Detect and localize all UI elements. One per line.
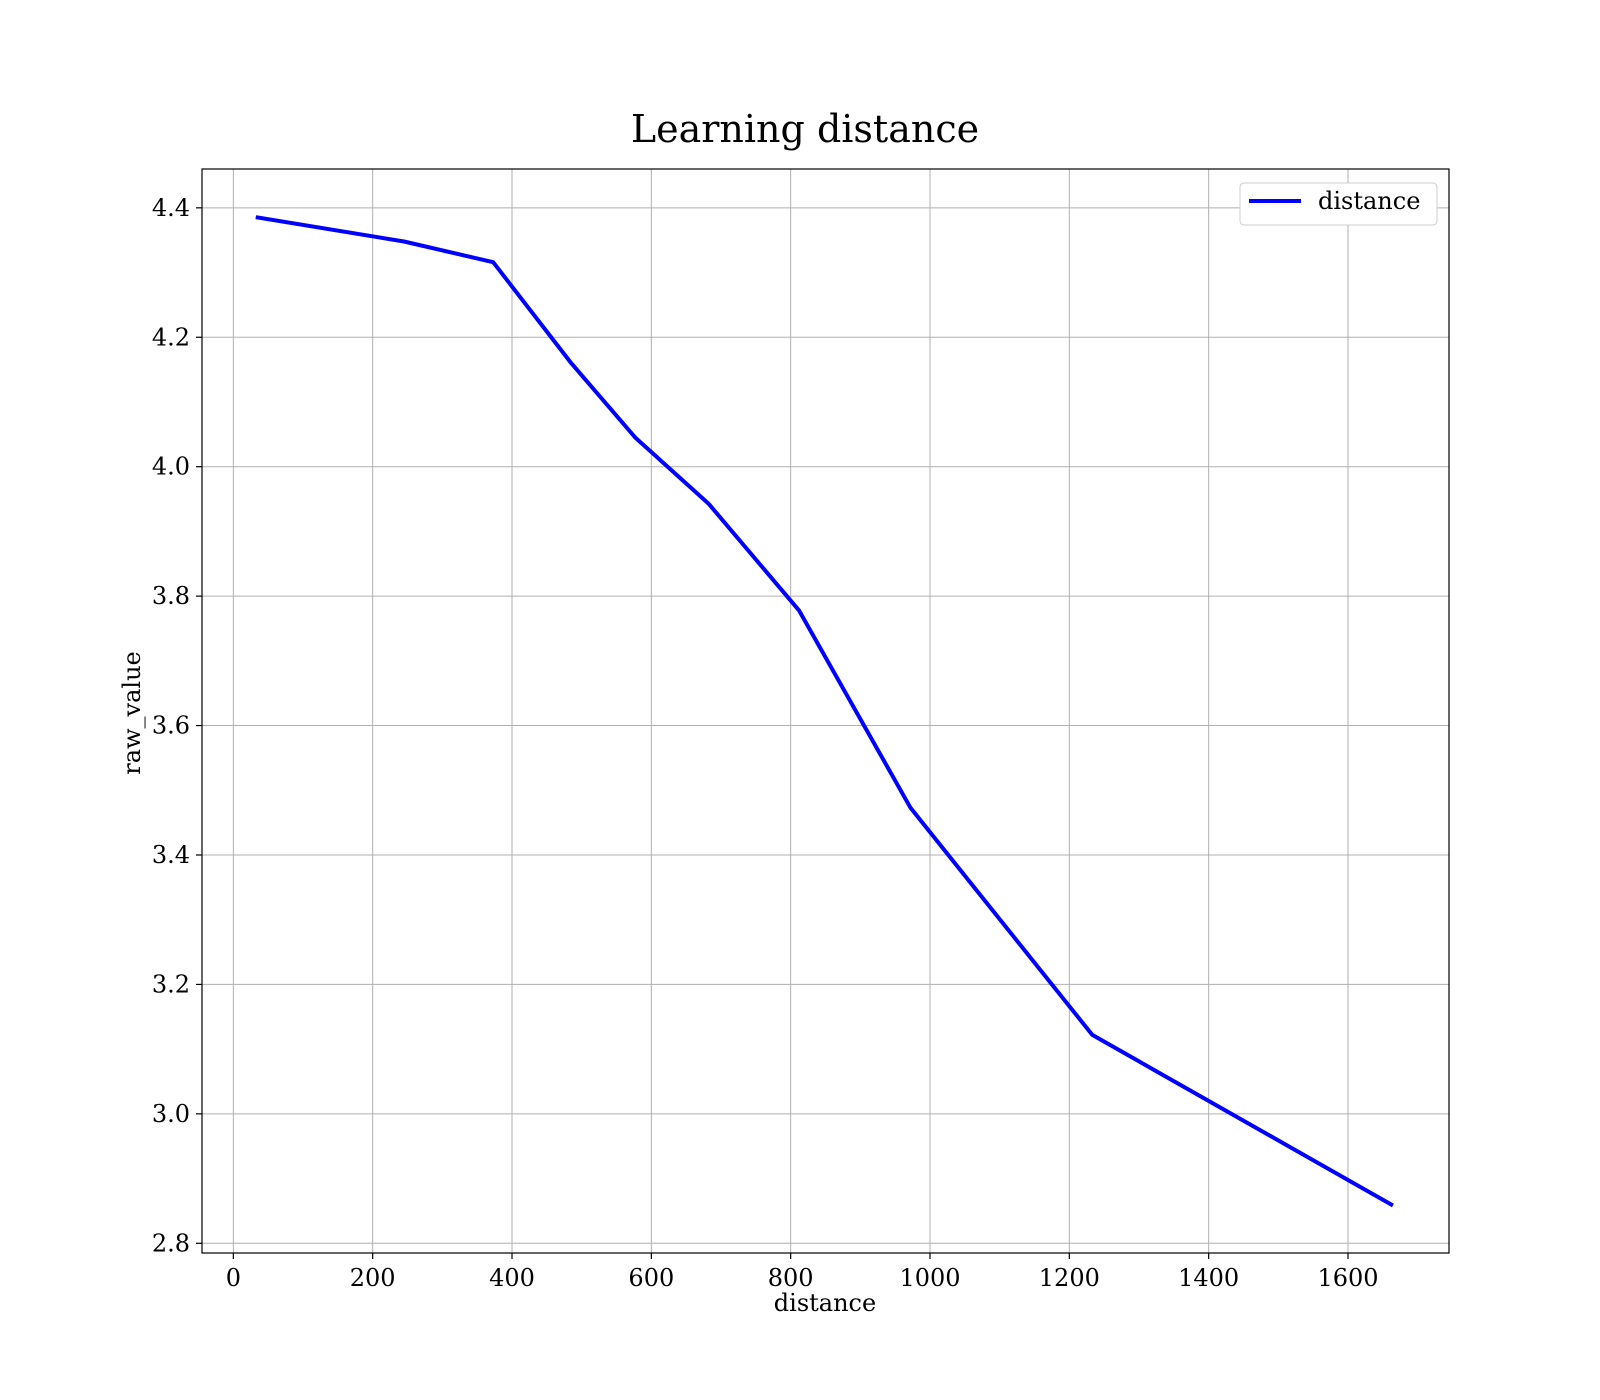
series-line-distance	[255, 215, 1394, 1208]
y-tick-label: 3.0	[152, 1100, 190, 1128]
grid	[202, 169, 1449, 1253]
y-axis-label: raw_value	[118, 651, 146, 775]
legend-box	[1239, 182, 1438, 226]
y-tick-label: 2.8	[152, 1229, 190, 1257]
y-tick-label: 3.6	[152, 712, 190, 740]
chart-title: Learning distance	[631, 107, 979, 151]
y-tick-label: 3.2	[152, 970, 190, 998]
x-axis-label: distance	[774, 1289, 876, 1317]
y-tick-label: 4.0	[152, 453, 190, 481]
y-tick-label: 4.2	[152, 323, 190, 351]
legend: distance	[1239, 182, 1438, 226]
x-tick-label: 1000	[899, 1264, 960, 1292]
x-tick-label: 600	[628, 1264, 674, 1292]
x-tick-label: 200	[350, 1264, 396, 1292]
y-tick-label: 4.4	[152, 194, 190, 222]
x-tick-label: 1400	[1178, 1264, 1239, 1292]
y-tick-label: 3.4	[152, 841, 190, 869]
x-axis-ticks: 0 200 400 600 800 1000 1200 1400 1600	[226, 1253, 1379, 1292]
x-tick-label: 800	[768, 1264, 814, 1292]
x-tick-label: 1200	[1039, 1264, 1100, 1292]
x-tick-label: 0	[226, 1264, 241, 1292]
x-tick-label: 1600	[1317, 1264, 1378, 1292]
plot-area-frame	[201, 168, 1450, 1254]
y-axis-ticks: 2.8 3.0 3.2 3.4 3.6 3.8 4.0 4.2 4.4	[152, 194, 202, 1257]
x-tick-label: 400	[489, 1264, 535, 1292]
series-layer	[255, 215, 1394, 1208]
y-tick-label: 3.8	[152, 582, 190, 610]
legend-label-distance: distance	[1318, 187, 1420, 215]
